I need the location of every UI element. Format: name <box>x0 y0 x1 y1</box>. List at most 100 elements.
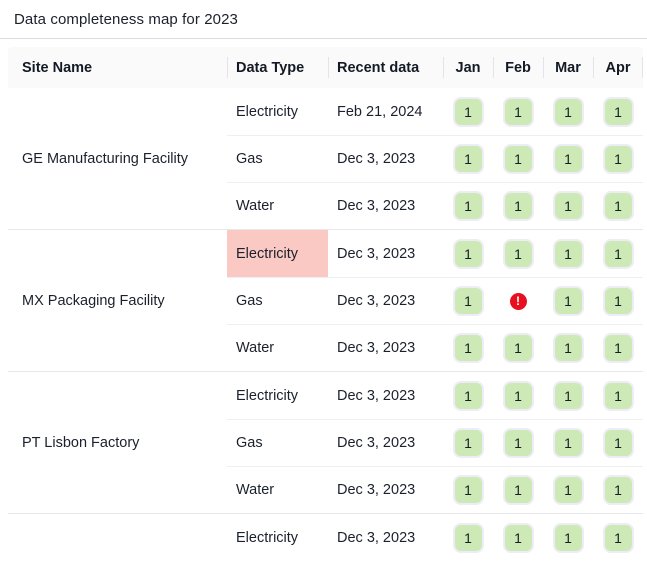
month-cell: 1 <box>543 88 593 135</box>
site-group: PT Lisbon Factory Electricity Dec 3, 2023 1… <box>8 371 643 513</box>
month-status-badge[interactable]: 1 <box>552 191 584 221</box>
month-cell: 1 <box>443 278 493 324</box>
month-status-badge[interactable]: 1 <box>602 380 634 411</box>
month-cell: 1 <box>543 230 593 277</box>
month-status-badge[interactable]: 1 <box>452 428 484 458</box>
table-row: Water Dec 3, 2023 1 1 1 1 <box>227 182 643 229</box>
recent-data-cell: Dec 3, 2023 <box>337 387 416 404</box>
month-status-badge[interactable]: 1 <box>602 428 634 458</box>
month-status-badge[interactable]: 1 <box>452 238 484 269</box>
month-cell: ! <box>493 278 543 324</box>
recent-data-cell: Dec 3, 2023 <box>337 245 416 262</box>
month-status-badge[interactable]: 1 <box>602 238 634 269</box>
month-status-badge[interactable]: 1 <box>552 144 584 174</box>
month-cell: 1 <box>593 467 643 513</box>
recent-data-cell: Dec 3, 2023 <box>337 293 416 309</box>
month-cell: 1 <box>543 325 593 371</box>
month-status-badge[interactable]: 1 <box>552 286 584 316</box>
page-title: Data completeness map for 2023 <box>0 0 647 39</box>
month-status-badge[interactable]: 1 <box>502 380 534 411</box>
data-type-cell: Electricity <box>236 529 299 546</box>
month-cell: 1 <box>443 230 493 277</box>
month-status-badge[interactable]: 1 <box>452 191 484 221</box>
month-cell: 1 <box>593 183 643 229</box>
month-status-badge[interactable]: 1 <box>552 96 584 127</box>
month-status-badge[interactable]: 1 <box>502 144 534 174</box>
month-status-badge[interactable]: 1 <box>602 286 634 316</box>
month-cell: 1 <box>593 372 643 419</box>
error-icon[interactable]: ! <box>509 292 527 310</box>
month-cell: 1 <box>593 420 643 466</box>
column-header-jan: Jan <box>443 47 493 88</box>
month-status-badge[interactable]: 1 <box>602 96 634 127</box>
month-status-badge[interactable]: 1 <box>602 191 634 221</box>
month-cell: 1 <box>443 183 493 229</box>
table-body: GE Manufacturing Facility Electricity Feb … <box>8 88 643 561</box>
month-status-badge[interactable]: 1 <box>602 522 634 553</box>
month-status-badge[interactable]: 1 <box>502 96 534 127</box>
month-cell: 1 <box>443 88 493 135</box>
data-type-cell: Electricity <box>236 387 299 404</box>
month-cell: 1 <box>493 467 543 513</box>
recent-data-cell: Dec 3, 2023 <box>337 198 416 214</box>
month-status-badge[interactable]: 1 <box>502 428 534 458</box>
site-group: GE Manufacturing Facility Electricity Feb … <box>8 88 643 229</box>
month-status-badge[interactable]: 1 <box>602 144 634 174</box>
month-status-badge[interactable]: 1 <box>452 522 484 553</box>
month-status-badge[interactable]: 1 <box>502 191 534 221</box>
month-cell: 1 <box>493 230 543 277</box>
month-cell: 1 <box>493 372 543 419</box>
month-status-badge[interactable]: 1 <box>602 333 634 363</box>
month-cell: 1 <box>543 467 593 513</box>
data-type-cell: Water <box>236 482 275 498</box>
site-name-cell: GE Manufacturing Facility <box>22 150 189 167</box>
recent-data-cell: Feb 21, 2024 <box>337 103 423 120</box>
recent-data-cell: Dec 3, 2023 <box>337 151 416 167</box>
month-cell: 1 <box>593 325 643 371</box>
month-cell: 1 <box>493 136 543 182</box>
month-status-badge[interactable]: 1 <box>502 475 534 505</box>
month-status-badge[interactable]: 1 <box>552 238 584 269</box>
month-cell: 1 <box>493 88 543 135</box>
recent-data-cell: Dec 3, 2023 <box>337 529 416 546</box>
month-cell: 1 <box>543 278 593 324</box>
month-status-badge[interactable]: 1 <box>452 286 484 316</box>
month-cell: 1 <box>443 325 493 371</box>
table-row: Gas Dec 3, 2023 1 1 1 1 <box>227 135 643 182</box>
data-type-cell: Water <box>236 340 275 356</box>
recent-data-cell: Dec 3, 2023 <box>337 340 416 356</box>
month-status-badge[interactable]: 1 <box>452 333 484 363</box>
column-header-data-type: Data Type <box>227 47 328 88</box>
month-status-badge[interactable]: 1 <box>452 144 484 174</box>
site-name-cell: PT Lisbon Factory <box>22 434 140 451</box>
month-status-badge[interactable]: 1 <box>502 522 534 553</box>
month-status-badge[interactable]: 1 <box>552 380 584 411</box>
column-header-mar: Mar <box>543 47 593 88</box>
month-status-badge[interactable]: 1 <box>552 522 584 553</box>
group-rows: Electricity Dec 3, 2023 1 1 1 1 Gas Dec 3, 2023… <box>227 372 643 513</box>
site-group: MX Packaging Facility Electricity Dec 3, 2… <box>8 229 643 371</box>
data-type-cell: Water <box>236 198 275 214</box>
group-rows: Electricity Feb 21, 2024 1 1 1 1 Gas Dec 3, 202… <box>227 88 643 229</box>
month-cell: 1 <box>493 420 543 466</box>
month-status-badge[interactable]: 1 <box>602 475 634 505</box>
month-cell: 1 <box>543 136 593 182</box>
month-status-badge[interactable]: 1 <box>552 333 584 363</box>
month-cell: 1 <box>593 136 643 182</box>
month-cell: 1 <box>443 372 493 419</box>
month-status-badge[interactable]: 1 <box>502 333 534 363</box>
month-cell: 1 <box>593 278 643 324</box>
data-type-cell: Gas <box>236 151 263 167</box>
month-status-badge[interactable]: 1 <box>552 428 584 458</box>
month-status-badge[interactable]: 1 <box>502 238 534 269</box>
month-cell: 1 <box>493 325 543 371</box>
data-type-cell-highlighted[interactable]: Electricity <box>227 230 328 277</box>
month-cell: 1 <box>543 372 593 419</box>
month-status-badge[interactable]: 1 <box>452 96 484 127</box>
column-header-site-name: Site Name <box>22 59 93 76</box>
month-status-badge[interactable]: 1 <box>552 475 584 505</box>
month-status-badge[interactable]: 1 <box>452 475 484 505</box>
table-row: Gas Dec 3, 2023 1! 1 1 <box>227 277 643 324</box>
table-header-row: Site Name Data Type Recent data Jan Feb … <box>8 47 643 88</box>
month-status-badge[interactable]: 1 <box>452 380 484 411</box>
